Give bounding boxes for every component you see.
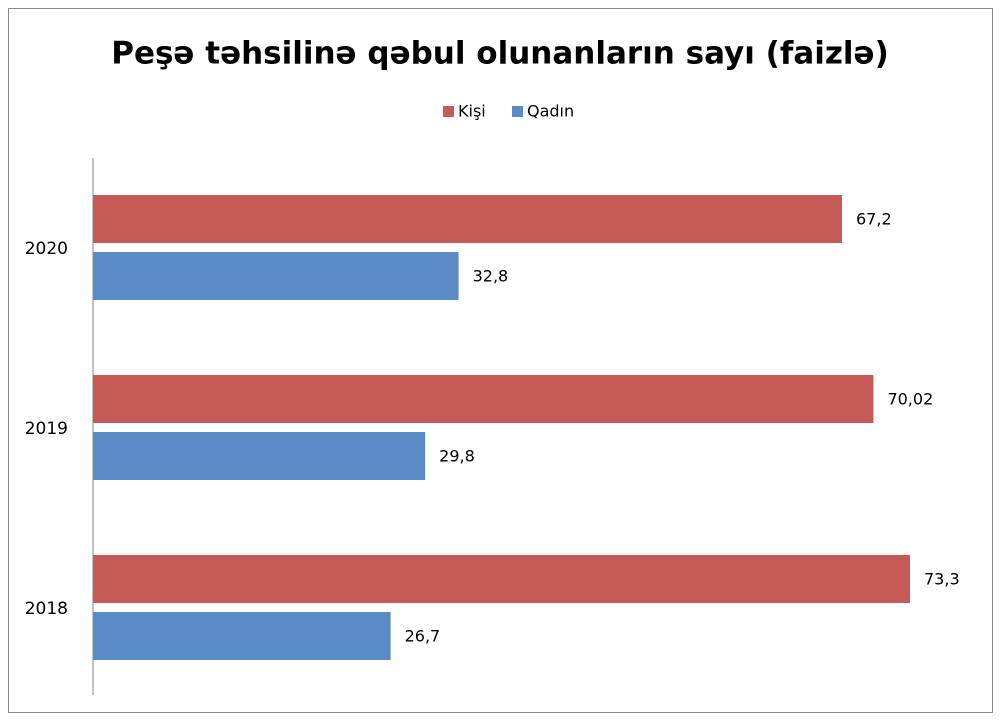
y-tick-label: 2020	[25, 239, 68, 259]
value-label: 26,7	[405, 627, 441, 646]
bar	[93, 612, 391, 660]
chart-frame	[8, 8, 993, 713]
bar	[93, 252, 459, 300]
value-label: 67,2	[856, 210, 892, 229]
legend-label: Kişi	[458, 102, 486, 121]
legend-swatch	[512, 106, 523, 117]
value-label: 32,8	[473, 267, 509, 286]
bar	[93, 195, 843, 243]
value-label: 29,8	[439, 447, 475, 466]
bar	[93, 555, 910, 603]
bar	[93, 375, 874, 423]
chart-title: Peşə təhsilinə qəbul olunanların sayı (f…	[111, 36, 889, 72]
legend-label: Qadın	[527, 102, 574, 121]
y-tick-label: 2018	[25, 599, 68, 619]
y-tick-label: 2019	[25, 419, 68, 439]
bar	[93, 432, 426, 480]
value-label: 73,3	[924, 570, 960, 589]
value-label: 70,02	[887, 390, 933, 409]
legend-swatch	[443, 106, 454, 117]
